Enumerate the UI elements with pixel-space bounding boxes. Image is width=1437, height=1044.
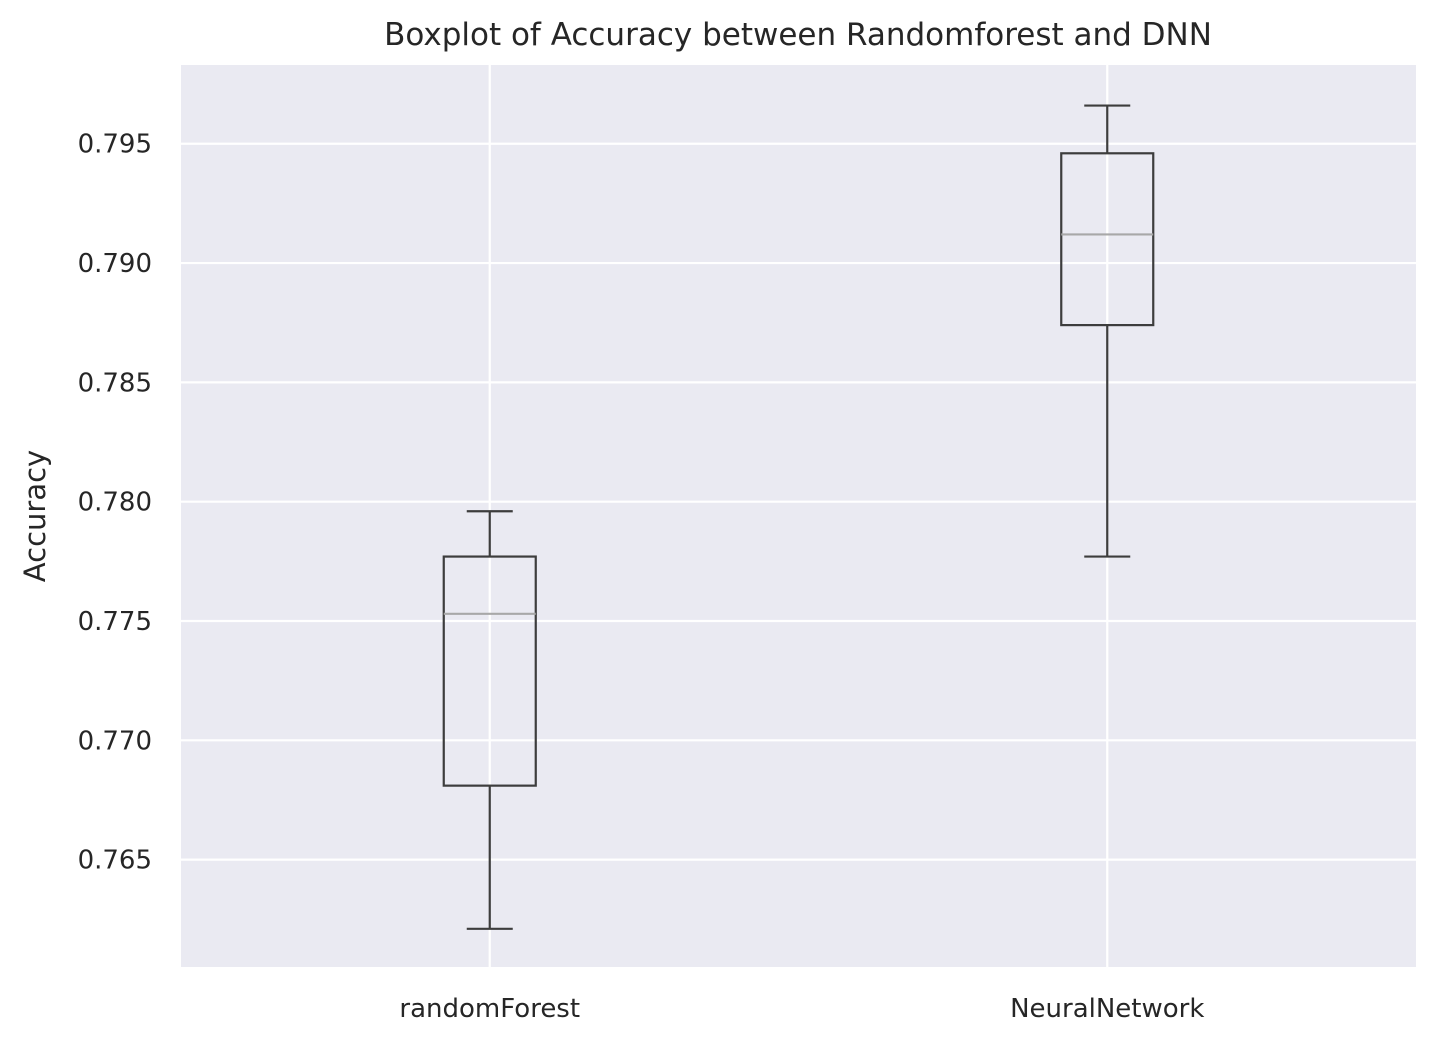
plot-area-background [181,65,1416,967]
y-tick-label: 0.770 [78,726,152,756]
y-tick-label: 0.785 [78,368,152,398]
box-NeuralNetwork [1060,104,1155,558]
iqr-box [1060,152,1155,327]
x-tick-label: NeuralNetwork [1010,994,1204,1024]
box-series [442,104,1155,930]
y-tick-label: 0.790 [78,249,152,279]
y-tick-label: 0.780 [78,488,152,518]
y-tick-label: 0.765 [78,846,152,876]
y-axis-label: Accuracy [18,450,52,582]
y-axis-ticks: 0.765 0.770 0.775 0.780 0.785 0.790 0.795 [78,130,152,876]
x-tick-label: randomForest [399,994,580,1024]
y-tick-label: 0.775 [78,607,152,637]
box-randomForest [442,510,537,930]
iqr-box [442,555,537,787]
y-tick-label: 0.795 [78,130,152,160]
chart-title: Boxplot of Accuracy between Randomforest… [384,17,1212,53]
x-axis-ticks: randomForest NeuralNetwork [399,994,1204,1024]
